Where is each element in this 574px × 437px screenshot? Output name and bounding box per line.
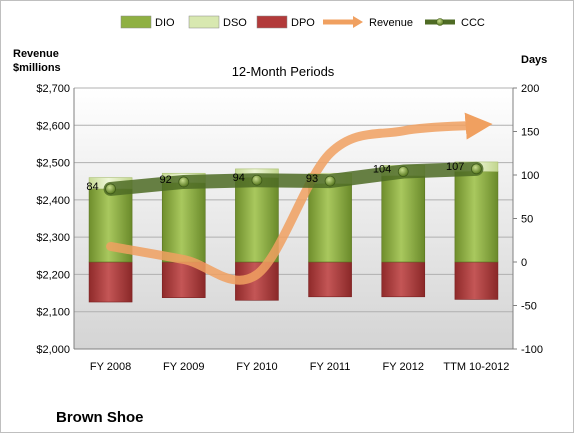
right-tick-label: -100 (521, 344, 543, 356)
bar-dpo (454, 261, 499, 300)
left-axis-title-line1: Revenue (13, 48, 59, 60)
bar-dpo (308, 261, 352, 298)
ccc-point (105, 183, 116, 195)
left-tick-label: $2,600 (36, 120, 70, 132)
ccc-point (178, 176, 190, 188)
left-tick-label: $2,300 (36, 232, 70, 244)
legend: DIO DSO DPO Revenue CCC (120, 15, 485, 29)
bar-dio (235, 177, 279, 263)
left-tick-label: $2,500 (36, 158, 70, 170)
bar-dio (308, 183, 352, 263)
x-axis-ticks: FY 2008 FY 2009 FY 2010 FY 2011 FY 2012 TTM 1… (90, 361, 510, 373)
ccc-point (324, 175, 336, 187)
right-tick-label: 50 (521, 214, 533, 226)
ccc-point (251, 174, 263, 186)
ccc-data-label: 104 (373, 164, 391, 176)
right-axis-ticks: -100 -50 0 50 100 150 200 (513, 83, 543, 356)
legend-revenue-arrow (353, 16, 363, 28)
bar-dpo (88, 261, 133, 303)
ccc-data-label: 107 (446, 161, 464, 173)
legend-label: CCC (461, 17, 485, 29)
x-tick-label: FY 2010 (236, 361, 277, 373)
ccc-point (471, 163, 482, 175)
left-tick-label: $2,100 (36, 307, 70, 319)
ccc-point (397, 166, 409, 177)
right-tick-label: -50 (521, 301, 537, 313)
legend-ccc-dot (436, 18, 444, 26)
ccc-data-label: 93 (306, 173, 318, 185)
bar-dio (161, 182, 206, 263)
left-tick-label: $2,400 (36, 195, 70, 207)
legend-swatch (256, 15, 288, 29)
right-tick-label: 0 (521, 257, 527, 269)
x-tick-label: FY 2008 (90, 361, 131, 373)
bar-dpo (381, 261, 426, 298)
revenue-line (106, 112, 493, 285)
right-tick-label: 100 (521, 170, 539, 182)
gridlines (73, 87, 514, 350)
ccc-data-label: 84 (86, 181, 98, 193)
bar-dio (454, 171, 499, 263)
ccc-data-label: 94 (233, 172, 245, 184)
legend-label: Revenue (369, 17, 413, 29)
legend-swatch (188, 15, 220, 29)
legend-swatch (120, 15, 152, 29)
revenue-series (106, 112, 493, 285)
left-tick-label: $2,000 (36, 344, 70, 356)
company-name: Brown Shoe (56, 409, 144, 426)
ccc-data-label: 92 (160, 174, 172, 186)
right-tick-label: 200 (521, 83, 539, 95)
left-tick-label: $2,200 (36, 269, 70, 281)
ccc-series: 84 92 94 93 104 107 (86, 161, 484, 196)
left-axis-ticks: $2,000 $2,100 $2,200 $2,300 $2,400 $2,500 $2,6… (36, 83, 70, 356)
left-tick-label: $2,700 (36, 83, 70, 95)
x-tick-label: TTM 10-2012 (443, 361, 509, 373)
right-tick-label: 150 (521, 127, 539, 139)
right-axis-title: Days (521, 54, 547, 66)
legend-label: DPO (291, 17, 315, 29)
legend-label: DSO (223, 17, 247, 29)
bar-dio (381, 175, 426, 263)
ccc-line (103, 161, 484, 196)
left-axis-title-line2: $millions (13, 62, 61, 74)
chart-title: 12-Month Periods (232, 64, 335, 79)
x-tick-label: FY 2011 (310, 361, 351, 373)
legend-label: DIO (155, 17, 175, 29)
x-tick-label: FY 2009 (163, 361, 204, 373)
x-tick-label: FY 2012 (383, 361, 424, 373)
